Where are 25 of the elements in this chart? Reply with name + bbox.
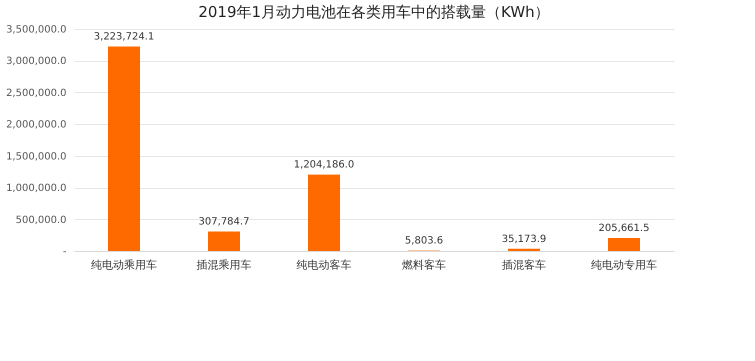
data-label: 307,784.7 bbox=[198, 216, 250, 228]
y-tick-label: 3,500,000.0 bbox=[6, 24, 66, 36]
bar bbox=[108, 46, 140, 251]
y-tick-label: 2,500,000.0 bbox=[6, 88, 66, 99]
chart-title: 2019年1月动力电池在各类用车中的搭载量（KWh） bbox=[198, 3, 550, 21]
data-label: 3,223,724.1 bbox=[94, 32, 154, 43]
x-tick-label: 插混乘用车 bbox=[196, 258, 252, 272]
data-label: 5,803.6 bbox=[404, 236, 444, 247]
y-tick-label: 1,500,000.0 bbox=[6, 151, 66, 162]
x-tick-label: 纯电动专用车 bbox=[591, 258, 657, 272]
x-tick-label: 纯电动客车 bbox=[296, 258, 352, 272]
data-label: 35,173.9 bbox=[502, 234, 546, 245]
x-tick-label: 燃料客车 bbox=[402, 258, 446, 272]
bar bbox=[308, 174, 340, 251]
y-tick-label: - bbox=[62, 246, 67, 258]
y-tick-label: 1,000,000.0 bbox=[6, 183, 66, 194]
y-tick-label: 2,000,000.0 bbox=[6, 120, 66, 131]
bar bbox=[208, 231, 240, 251]
y-tick-label: 500,000.0 bbox=[16, 214, 66, 226]
data-label: 205,661.5 bbox=[598, 222, 650, 234]
bar bbox=[608, 238, 640, 251]
y-tick-label: 3,000,000.0 bbox=[6, 56, 66, 68]
data-label: 1,204,186.0 bbox=[294, 160, 354, 171]
x-tick-label: 纯电动乘用车 bbox=[91, 258, 157, 272]
x-tick-label: 插混客车 bbox=[502, 258, 546, 272]
